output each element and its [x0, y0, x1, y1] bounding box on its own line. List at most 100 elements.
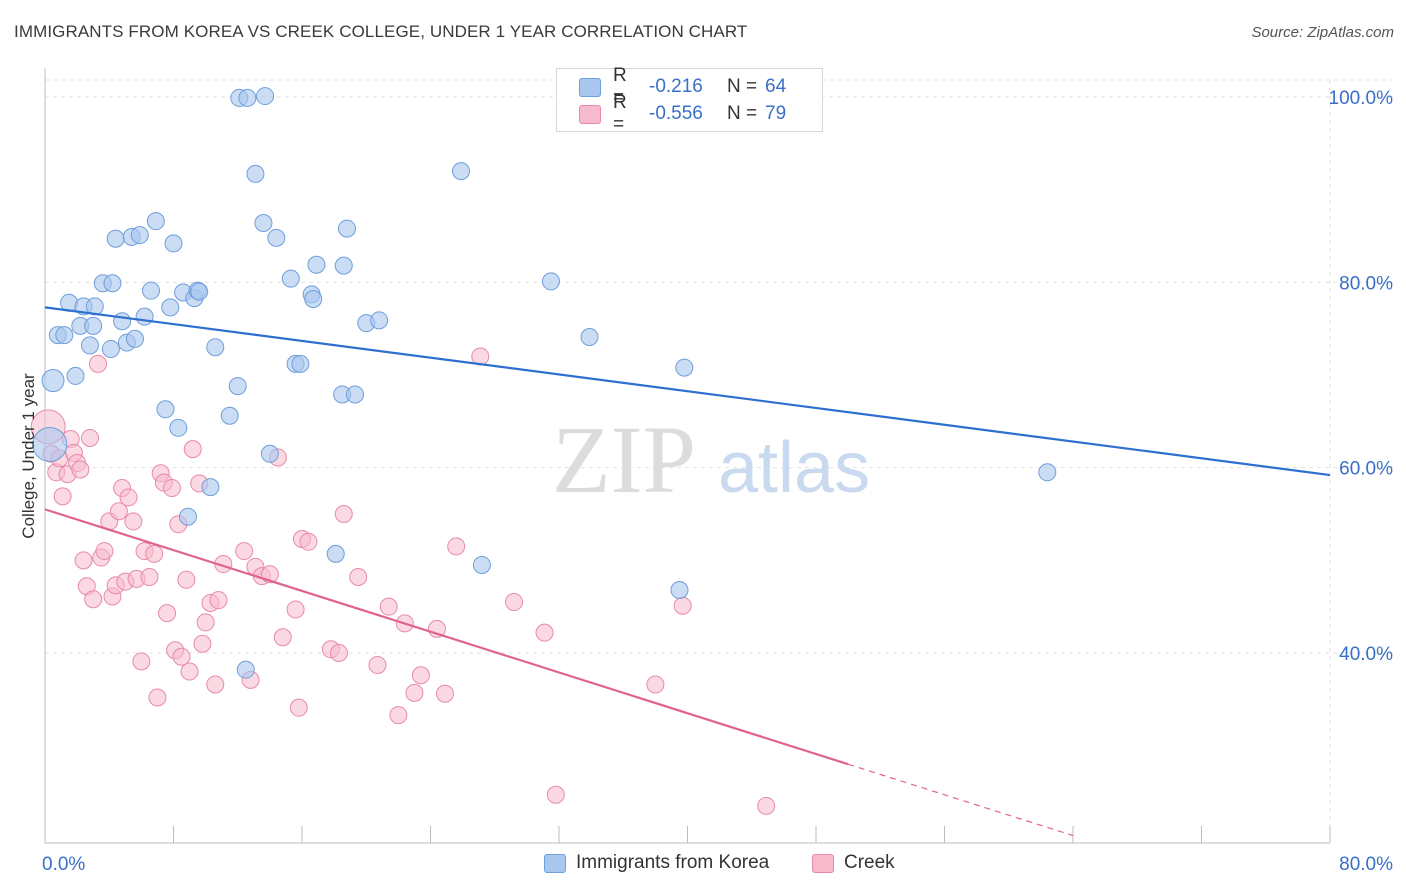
- korea-point: [472, 555, 491, 574]
- korea-point: [135, 307, 154, 326]
- korea-point: [337, 219, 356, 238]
- creek-point: [74, 551, 93, 570]
- creek-point: [273, 628, 292, 647]
- creek-point: [193, 634, 212, 653]
- korea-point: [238, 88, 257, 107]
- korea-point: [246, 164, 265, 183]
- n-label: N =: [727, 76, 758, 97]
- creek-point: [379, 597, 398, 616]
- y-tick-label: 80.0%: [1339, 273, 1393, 294]
- korea-point: [84, 316, 103, 335]
- creek-point: [206, 675, 225, 694]
- creek-point: [84, 590, 103, 609]
- korea-point: [291, 354, 310, 373]
- creek-point: [299, 532, 318, 551]
- legend-label-korea: Immigrants from Korea: [576, 852, 770, 873]
- x-tick-label: 80.0%: [1339, 854, 1393, 875]
- korea-point: [156, 400, 175, 419]
- korea-point: [304, 290, 323, 309]
- creek-point: [235, 542, 254, 561]
- creek-point: [109, 502, 128, 521]
- korea-point: [80, 336, 99, 355]
- korea-point: [32, 427, 68, 462]
- korea-point: [1038, 463, 1057, 482]
- korea-point: [452, 162, 471, 181]
- creek-point: [289, 698, 308, 717]
- creek-point: [145, 544, 164, 563]
- korea-point: [66, 366, 85, 385]
- creek-point: [183, 440, 202, 459]
- korea-point: [101, 340, 120, 359]
- korea-point: [106, 229, 125, 248]
- creek-point: [389, 706, 408, 725]
- korea-point: [161, 298, 180, 317]
- n-value: 64: [765, 76, 787, 97]
- korea-point: [370, 311, 389, 330]
- korea-point: [103, 274, 122, 293]
- korea-point: [236, 660, 255, 679]
- creek-point: [546, 785, 565, 804]
- creek-point: [177, 570, 196, 589]
- creek-point: [162, 479, 181, 498]
- trendlines: [44, 306, 1331, 837]
- korea-point: [256, 87, 275, 106]
- creek-point: [334, 505, 353, 523]
- legend-item-creek[interactable]: Creek: [812, 852, 895, 874]
- creek-point: [124, 512, 143, 531]
- korea-point: [346, 385, 365, 404]
- y-tick-label: 100.0%: [1329, 88, 1394, 109]
- n-value: 79: [765, 103, 787, 124]
- korea-point: [130, 226, 149, 245]
- legend-label-creek: Creek: [844, 852, 895, 873]
- korea-point: [55, 326, 74, 345]
- korea-point: [113, 312, 132, 331]
- korea-point: [675, 358, 694, 377]
- korea-point: [260, 444, 279, 463]
- creek-point: [535, 623, 554, 642]
- creek-point: [53, 487, 72, 506]
- korea-point: [281, 269, 300, 288]
- korea-point: [267, 228, 286, 247]
- watermark: ZIP atlas: [552, 406, 870, 513]
- r-value: -0.216: [649, 76, 703, 97]
- korea-points: [32, 87, 1057, 679]
- y-tick-label: 60.0%: [1339, 459, 1393, 480]
- korea-point: [580, 328, 599, 347]
- chart-title: IMMIGRANTS FROM KOREA VS CREEK COLLEGE, …: [14, 22, 748, 41]
- creek-swatch: [579, 104, 601, 124]
- korea-point: [228, 377, 247, 396]
- korea-point: [334, 256, 353, 275]
- creek-point: [148, 688, 167, 707]
- korea-point: [41, 369, 65, 393]
- korea-point: [125, 329, 144, 348]
- watermark-atlas: atlas: [718, 428, 870, 508]
- creek-point: [209, 591, 228, 610]
- creek-point: [505, 593, 524, 612]
- creek-trendline-extension: [847, 763, 1074, 837]
- x-tick-label: 0.0%: [42, 854, 85, 875]
- creek-point: [435, 684, 454, 703]
- korea-point: [670, 580, 689, 599]
- creek-point: [158, 604, 177, 623]
- stats-legend: R = -0.216 N = 64 R = -0.556 N = 79: [556, 65, 823, 135]
- korea-point: [201, 478, 220, 497]
- creek-point: [71, 460, 90, 479]
- creek-point: [95, 542, 114, 561]
- creek-point: [180, 662, 199, 681]
- r-label: R =: [613, 65, 627, 108]
- korea-point: [142, 281, 161, 300]
- korea-swatch: [579, 77, 601, 97]
- korea-legend-swatch: [544, 853, 566, 873]
- series-legend: Immigrants from Korea Creek: [0, 852, 1406, 878]
- creek-point: [119, 488, 138, 507]
- creek-point: [89, 354, 108, 373]
- legend-item-korea[interactable]: Immigrants from Korea: [544, 852, 769, 874]
- creek-trendline: [44, 508, 849, 766]
- y-tick-label: 40.0%: [1339, 644, 1393, 665]
- korea-point: [169, 418, 188, 437]
- creek-point: [80, 429, 99, 448]
- korea-trendline: [44, 306, 1331, 477]
- tick-labels: 40.0% 60.0% 80.0% 100.0% 0.0% 80.0%: [42, 88, 1393, 875]
- n-label: N =: [727, 103, 758, 124]
